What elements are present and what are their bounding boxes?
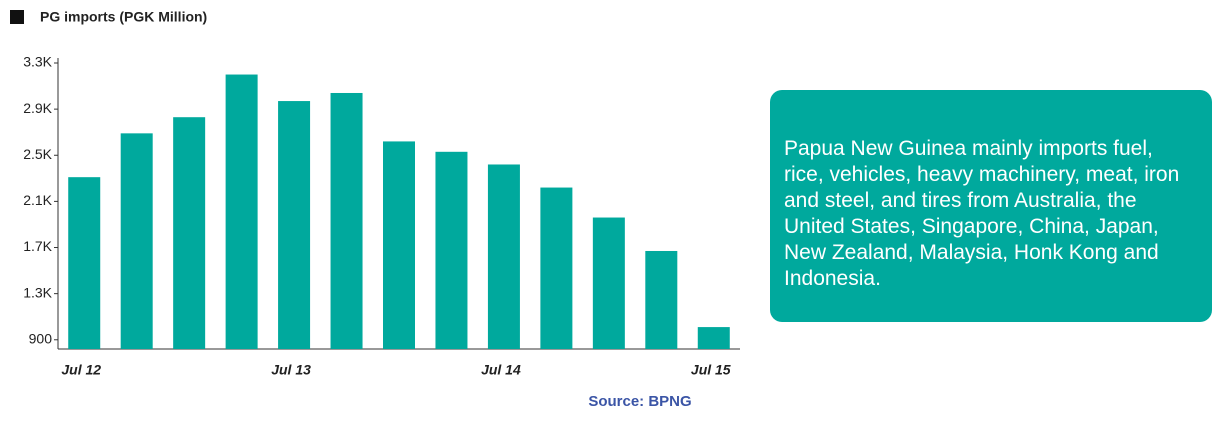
bar bbox=[383, 141, 415, 349]
y-tick-label: 2.9K bbox=[23, 100, 52, 116]
bar bbox=[225, 74, 258, 349]
x-tick-label: Jul 12 bbox=[61, 362, 101, 378]
chart-title: PG imports (PGK Million) bbox=[40, 9, 207, 25]
bar bbox=[68, 177, 101, 349]
annotation: Papua New Guinea mainly imports fuel, ri… bbox=[770, 90, 1212, 322]
bar bbox=[592, 217, 625, 349]
y-tick-label: 2.1K bbox=[23, 192, 52, 208]
bar bbox=[173, 117, 206, 349]
bar bbox=[487, 164, 520, 349]
legend-swatch bbox=[10, 10, 24, 24]
bar bbox=[645, 250, 678, 349]
y-tick-label: 900 bbox=[29, 330, 53, 346]
x-tick-label: Jul 13 bbox=[271, 362, 311, 378]
bar bbox=[540, 187, 573, 349]
y-tick-label: 1.3K bbox=[23, 284, 52, 300]
bar bbox=[330, 92, 363, 349]
bar bbox=[697, 327, 730, 349]
source: Source: BPNG bbox=[588, 393, 691, 410]
x-tick-label: Jul 14 bbox=[481, 362, 521, 378]
y-tick-label: 1.7K bbox=[23, 238, 52, 254]
x-tick-label: Jul 15 bbox=[691, 362, 731, 378]
y-tick-label: 2.5K bbox=[23, 146, 52, 162]
bar bbox=[278, 101, 311, 349]
bar bbox=[120, 133, 153, 349]
y-tick-label: 3.3K bbox=[23, 54, 52, 70]
bar bbox=[435, 151, 468, 349]
